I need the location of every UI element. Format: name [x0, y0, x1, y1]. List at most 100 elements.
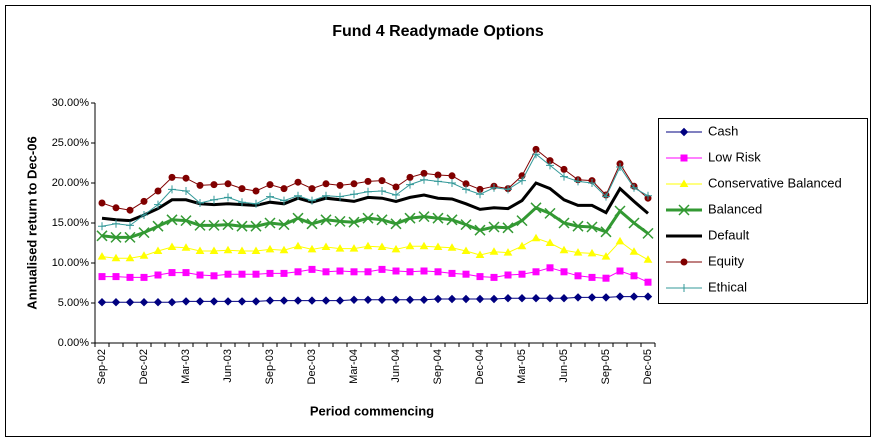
marker	[432, 212, 444, 224]
marker	[476, 273, 484, 281]
marker	[420, 267, 428, 275]
marker	[153, 246, 163, 254]
marker	[294, 191, 302, 200]
x-tick-label: Jun-05	[558, 349, 570, 383]
marker	[616, 267, 624, 275]
marker	[223, 245, 233, 254]
marker	[461, 246, 471, 254]
x-tick-label: Dec-04	[474, 349, 486, 384]
marker	[587, 248, 597, 257]
marker	[391, 244, 401, 253]
marker	[237, 297, 247, 306]
marker	[503, 248, 513, 256]
y-tick-label: 30.00%	[52, 97, 90, 109]
marker	[362, 212, 374, 224]
marker	[196, 199, 204, 207]
marker	[404, 212, 416, 224]
marker	[168, 269, 176, 277]
marker	[489, 294, 499, 304]
marker	[680, 154, 688, 162]
marker	[224, 180, 232, 188]
marker	[363, 241, 373, 250]
marker	[293, 241, 303, 250]
marker	[349, 244, 359, 252]
marker	[238, 270, 246, 278]
marker	[544, 207, 556, 219]
marker	[180, 215, 192, 227]
marker	[294, 178, 302, 186]
x-tick-label: Dec-02	[138, 349, 150, 384]
marker	[348, 216, 360, 228]
marker	[586, 221, 598, 233]
marker	[630, 272, 638, 280]
marker	[378, 187, 386, 195]
marker	[126, 273, 134, 281]
marker	[210, 195, 218, 204]
marker	[224, 270, 232, 278]
marker	[574, 272, 582, 280]
marker	[112, 219, 120, 228]
marker	[433, 242, 443, 250]
marker	[222, 219, 234, 231]
marker	[678, 204, 690, 216]
marker	[168, 173, 176, 181]
legend-label: Cash	[708, 123, 738, 138]
marker	[112, 204, 120, 212]
marker	[140, 197, 148, 205]
marker	[642, 227, 654, 239]
marker	[280, 185, 288, 193]
marker	[474, 224, 486, 236]
marker	[154, 200, 162, 209]
marker	[139, 251, 149, 259]
marker	[112, 273, 120, 281]
series-line	[101, 153, 649, 227]
marker	[532, 268, 540, 276]
marker	[588, 179, 596, 187]
marker	[601, 252, 611, 260]
marker	[98, 273, 106, 281]
marker	[629, 292, 639, 301]
marker	[573, 248, 583, 256]
x-tick-label: Sep-02	[96, 349, 108, 384]
marker	[350, 180, 358, 188]
marker	[154, 187, 162, 195]
marker	[307, 296, 317, 305]
marker	[615, 292, 625, 301]
marker	[308, 185, 316, 193]
marker	[111, 253, 121, 262]
marker	[196, 181, 204, 189]
marker	[364, 268, 372, 276]
marker	[125, 297, 135, 307]
marker	[503, 293, 513, 303]
plot-area	[95, 103, 655, 343]
marker	[336, 267, 344, 275]
legend-label: Conservative Balanced	[708, 175, 842, 190]
marker	[434, 177, 442, 186]
marker	[209, 246, 219, 254]
marker	[420, 175, 428, 184]
marker	[644, 191, 652, 200]
marker	[490, 273, 498, 281]
marker	[680, 284, 688, 292]
y-tick-label: 10.00%	[52, 257, 90, 269]
marker	[126, 221, 134, 230]
marker	[251, 297, 261, 306]
marker	[545, 238, 555, 246]
y-axis-title: Annualised return to Dec-06	[24, 136, 39, 309]
marker	[679, 179, 689, 187]
marker	[321, 242, 331, 250]
x-tick-label: Sep-03	[264, 349, 276, 384]
x-tick-label: Dec-03	[306, 349, 318, 384]
marker	[209, 297, 219, 306]
y-tick-label: 5.00%	[58, 297, 89, 309]
series-line	[101, 181, 649, 223]
marker	[140, 211, 148, 219]
marker	[629, 247, 639, 255]
marker	[434, 171, 442, 179]
marker	[252, 187, 260, 195]
marker	[572, 220, 584, 232]
marker	[489, 247, 499, 255]
marker	[377, 295, 387, 305]
marker	[264, 217, 276, 229]
